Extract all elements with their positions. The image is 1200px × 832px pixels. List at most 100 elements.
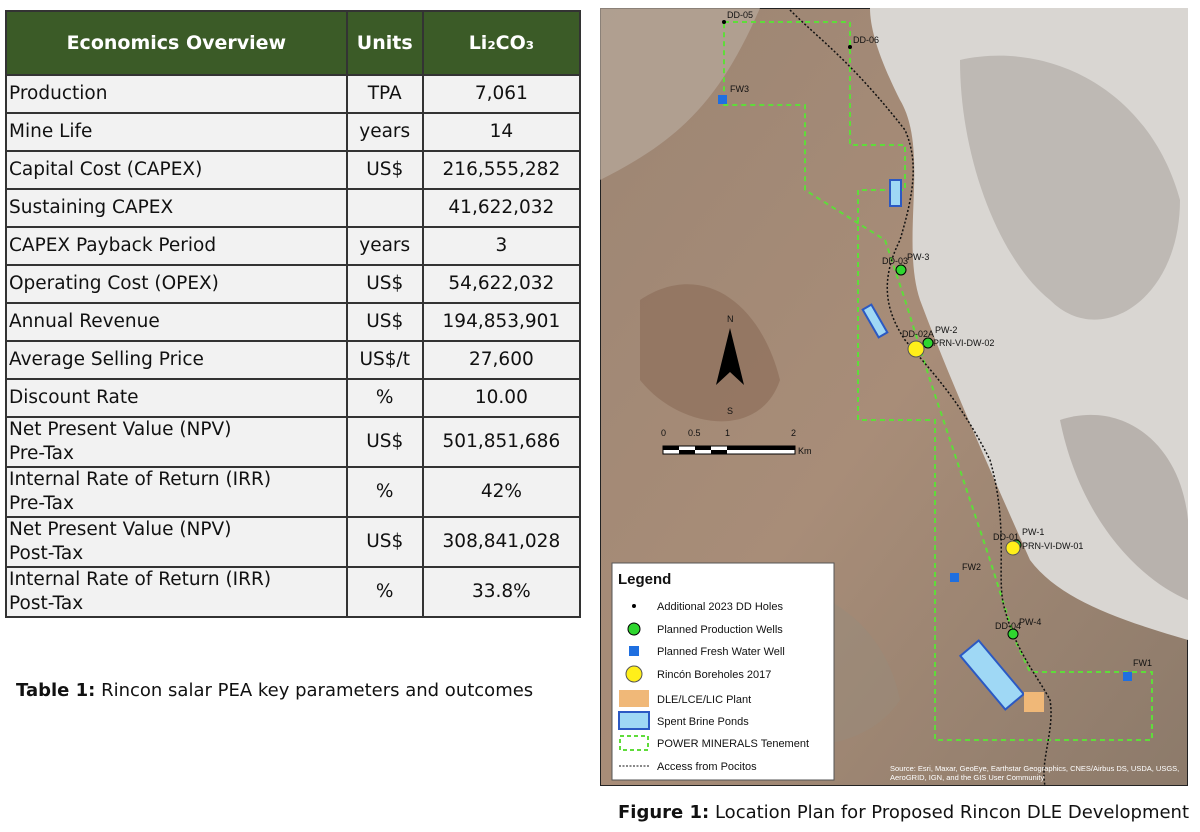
value-cell: US$ (345, 302, 424, 342)
legend-item: Access from Pocitos (657, 761, 757, 773)
location-map: DD-05 DD-06 FW3 DD-03 PW-3 DD-02A PW-2 P… (600, 8, 1188, 786)
map-label: FW3 (730, 84, 749, 94)
caption-label: Figure 1: (618, 802, 710, 823)
map-label: DD-02A (902, 329, 934, 339)
map-label: DD-06 (853, 35, 879, 45)
value-cell: % (345, 566, 424, 618)
brine-pond (889, 179, 902, 207)
value-cell: years (345, 112, 424, 152)
map-label: FW2 (962, 562, 981, 572)
label-cell: Annual Revenue (5, 302, 348, 342)
legend: Legend Additional 2023 DD Holes Planned … (611, 562, 835, 781)
map-label: DD-04 (995, 621, 1021, 631)
scale-label: 1 (725, 428, 730, 438)
value-cell: 14 (421, 112, 582, 152)
header-cell: Li₂CO₃ (421, 10, 582, 76)
map-label: FW1 (1133, 658, 1152, 668)
header-row: Economics Overview Units Li₂CO₃ (5, 10, 582, 76)
value-cell: US$ (345, 150, 424, 190)
legend-item: Spent Brine Ponds (657, 716, 749, 728)
legend-item: Planned Production Wells (657, 624, 783, 636)
label-cell: Average Selling Price (5, 340, 348, 380)
table-row: Production TPA 7,061 (5, 74, 582, 114)
caption-text: Rincon salar PEA key parameters and outc… (95, 680, 534, 701)
label-cell: Net Present Value (NPV) Post-Tax (5, 516, 348, 568)
brine-pond (861, 303, 889, 339)
value-cell (345, 188, 424, 228)
map-label: PW-3 (907, 252, 929, 262)
legend-item: Rincón Boreholes 2017 (657, 669, 771, 681)
table-row: Internal Rate of Return (IRR) Post-Tax% 3… (5, 566, 582, 618)
value-cell: years (345, 226, 424, 266)
value-cell: 27,600 (421, 340, 582, 380)
label-cell: Mine Life (5, 112, 348, 152)
map-label: DD-01 (993, 532, 1019, 542)
tenement-boundary (723, 21, 1153, 741)
value-cell: 3 (421, 226, 582, 266)
table-row: CAPEX Payback Period years 3 (5, 226, 582, 266)
table-row: Capital Cost (CAPEX) US$ 216,555,282 (5, 150, 582, 190)
map-label: PW-1 (1022, 527, 1044, 537)
map-label: PW-2 (935, 325, 957, 335)
table-row: Operating Cost (OPEX) US$ 54,622,032 (5, 264, 582, 304)
value-cell: 42% (421, 466, 582, 518)
value-cell: US$ (345, 416, 424, 468)
map-label: PW-4 (1019, 617, 1041, 627)
table-row: Internal Rate of Return (IRR) Pre-Tax% 42… (5, 466, 582, 518)
table-row: Average Selling Price US$/t 27,600 (5, 340, 582, 380)
scale-label: Km (798, 446, 812, 456)
table-row: Net Present Value (NPV) Pre-Tax US$ 501,85… (5, 416, 582, 468)
north-label: N (727, 314, 734, 324)
table-row: Mine Life years 14 (5, 112, 582, 152)
value-cell: 41,622,032 (421, 188, 582, 228)
table-row: Annual Revenue US$ 194,853,901 (5, 302, 582, 342)
table-row: Net Present Value (NPV) Post-Tax US$ 308,8… (5, 516, 582, 568)
value-cell: 33.8% (421, 566, 582, 618)
label-cell: CAPEX Payback Period (5, 226, 348, 266)
table-row: Discount Rate% 10.00 (5, 378, 582, 418)
value-cell: US$/t (345, 340, 424, 380)
legend-item: Planned Fresh Water Well (657, 646, 785, 658)
map-attribution: Source: Esri, Maxar, GeoEye, Earthstar G… (890, 764, 1180, 782)
legend-item: POWER MINERALS Tenement (657, 738, 809, 750)
map-label: DD-03 (882, 256, 908, 266)
figure-caption: Figure 1: Location Plan for Proposed Rin… (618, 802, 1189, 823)
table-caption: Table 1: Rincon salar PEA key parameters… (16, 680, 533, 701)
legend-title: Legend (618, 571, 671, 588)
value-cell: TPA (345, 74, 424, 114)
value-cell: 7,061 (421, 74, 582, 114)
map-label: PRN-VI-DW-02 (933, 338, 994, 348)
header-cell: Economics Overview (5, 10, 348, 76)
value-cell: 308,841,028 (421, 516, 582, 568)
value-cell: 501,851,686 (421, 416, 582, 468)
south-label: S (727, 406, 733, 416)
value-cell: 10.00 (421, 378, 582, 418)
label-cell: Operating Cost (OPEX) (5, 264, 348, 304)
value-cell: US$ (345, 264, 424, 304)
caption-label: Table 1: (16, 680, 96, 701)
scale-label: 2 (791, 428, 796, 438)
table-row: Sustaining CAPEX 41,622,032 (5, 188, 582, 228)
label-cell: Internal Rate of Return (IRR) Pre-Tax (5, 466, 348, 518)
economics-table: Economics Overview Units Li₂CO₃ Production T… (5, 10, 582, 618)
label-cell: Production (5, 74, 348, 114)
plant (1024, 692, 1044, 712)
label-cell: Discount Rate (5, 378, 348, 418)
legend-item: Additional 2023 DD Holes (657, 601, 783, 613)
scale-label: 0.5 (688, 428, 701, 438)
header-cell: Units (345, 10, 424, 76)
scale-label: 0 (661, 428, 666, 438)
legend-item: DLE/LCE/LIC Plant (657, 694, 751, 706)
caption-text: Location Plan for Proposed Rincon DLE De… (709, 802, 1190, 823)
value-cell: US$ (345, 516, 424, 568)
label-cell: Net Present Value (NPV) Pre-Tax (5, 416, 348, 468)
label-cell: Sustaining CAPEX (5, 188, 348, 228)
label-cell: Capital Cost (CAPEX) (5, 150, 348, 190)
map-label: DD-05 (727, 10, 753, 20)
value-cell: 54,622,032 (421, 264, 582, 304)
north-arrow (716, 328, 744, 385)
label-cell: Internal Rate of Return (IRR) Post-Tax (5, 566, 348, 618)
brine-pond (958, 639, 1026, 711)
map-label: PRN-VI-DW-01 (1022, 541, 1083, 551)
